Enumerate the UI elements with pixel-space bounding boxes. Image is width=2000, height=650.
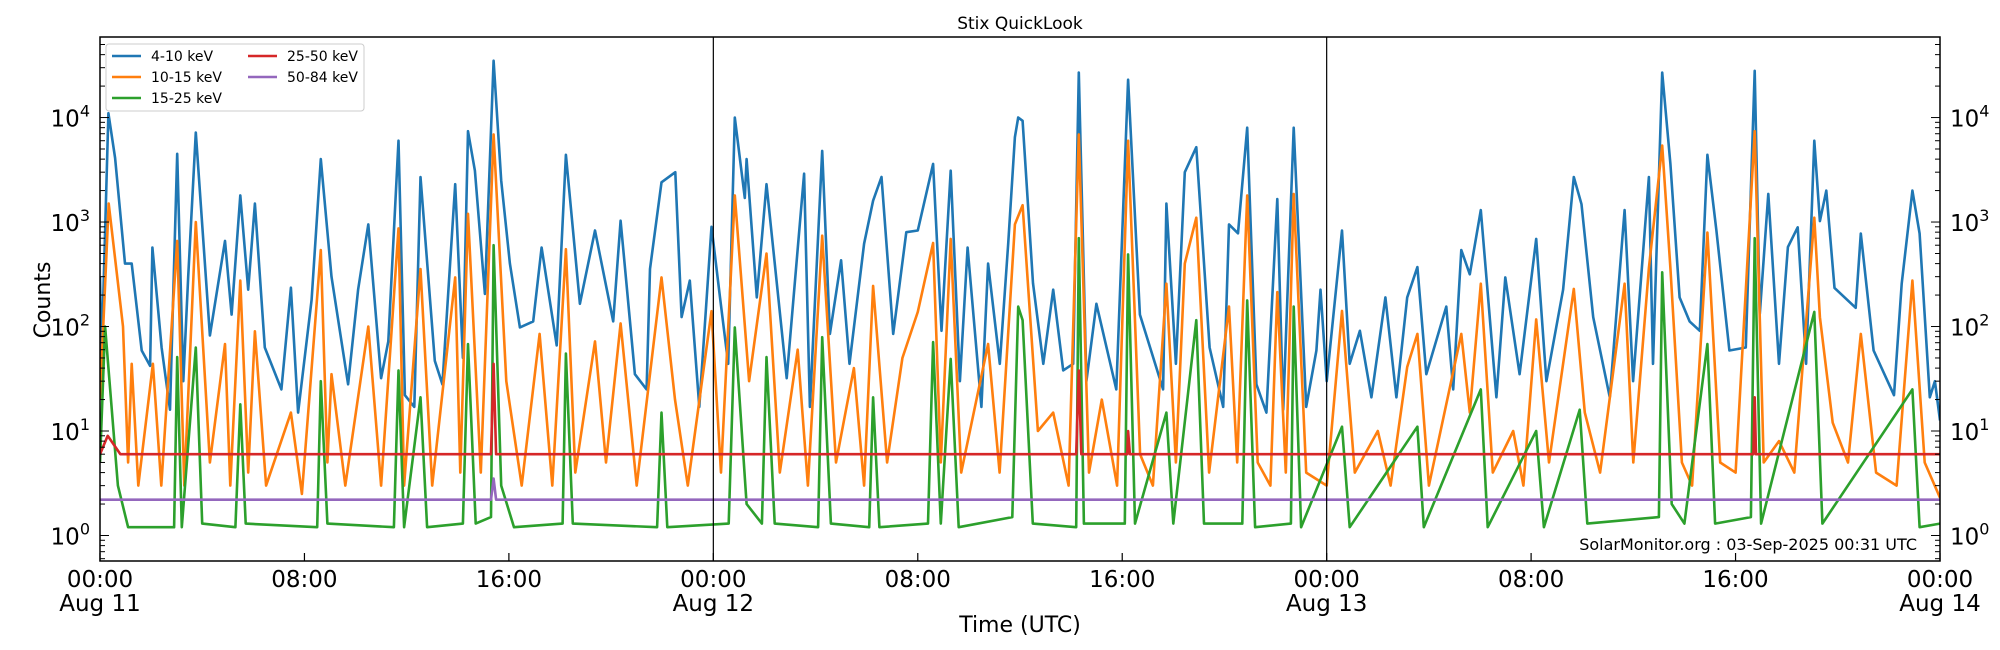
x-tick-label: 08:00 — [1498, 567, 1564, 593]
x-tick-label: 00:00 — [680, 567, 746, 593]
y-tick-base: 10 — [1950, 211, 1979, 237]
y-tick-exponent: 0 — [80, 519, 90, 538]
x-tick-date-label: Aug 12 — [673, 591, 755, 617]
x-tick-label: 00:00 — [1294, 567, 1360, 593]
legend-label: 25-50 keV — [287, 49, 358, 65]
y-tick-exponent: 3 — [80, 206, 90, 225]
legend-label: 10-15 keV — [151, 70, 222, 86]
series-line-15-25-keV — [100, 236, 1940, 529]
x-tick-date-label: Aug 14 — [1899, 591, 1981, 617]
y-tick-exponent: 0 — [1979, 519, 1989, 538]
y-tick-label-left: 100 — [51, 519, 90, 550]
y-tick-base: 10 — [51, 316, 80, 342]
x-tick-label: 08:00 — [271, 567, 337, 593]
y-tick-exponent: 1 — [1979, 415, 1989, 434]
y-tick-exponent: 4 — [1979, 102, 1989, 121]
plot-frame — [99, 36, 1941, 562]
y-tick-label-left: 102 — [51, 311, 90, 342]
x-tick-label: 16:00 — [1702, 567, 1768, 593]
y-tick-label-right: 104 — [1950, 102, 1989, 133]
y-tick-exponent: 1 — [80, 415, 90, 434]
y-tick-base: 10 — [1950, 524, 1979, 550]
y-tick-label-right: 101 — [1950, 415, 1989, 446]
y-tick-base: 10 — [51, 211, 80, 237]
series-line-25-50-keV — [100, 362, 1940, 456]
y-tick-base: 10 — [1950, 107, 1979, 133]
y-axis-label: Counts — [31, 262, 56, 339]
x-tick-date-label: Aug 13 — [1286, 591, 1368, 617]
y-tick-label-right: 103 — [1950, 206, 1989, 237]
legend-box — [105, 43, 365, 112]
series-line-50-84-keV — [100, 477, 1940, 502]
y-tick-exponent: 4 — [80, 102, 90, 121]
y-tick-label-right: 100 — [1950, 519, 1989, 550]
y-tick-exponent: 2 — [1979, 311, 1989, 330]
legend-label: 15-25 keV — [151, 91, 222, 107]
y-tick-label-left: 101 — [51, 415, 90, 446]
legend-label: 4-10 keV — [151, 49, 213, 65]
y-tick-base: 10 — [1950, 316, 1979, 342]
x-tick-label: 16:00 — [476, 567, 542, 593]
y-tick-label-left: 104 — [51, 102, 90, 133]
x-tick-label: 16:00 — [1089, 567, 1155, 593]
series-line-4-10-keV — [100, 59, 1940, 421]
x-tick-label: 00:00 — [67, 567, 133, 593]
y-tick-base: 10 — [51, 420, 80, 446]
y-tick-label-left: 103 — [51, 206, 90, 237]
x-tick-label: 08:00 — [885, 567, 951, 593]
timestamp-annotation: SolarMonitor.org : 03-Sep-2025 00:31 UTC — [1579, 535, 1917, 554]
y-tick-base: 10 — [51, 524, 80, 550]
y-tick-base: 10 — [51, 107, 80, 133]
y-tick-exponent: 3 — [1979, 206, 1989, 225]
x-tick-date-label: Aug 11 — [59, 591, 141, 617]
x-axis-label: Time (UTC) — [958, 613, 1081, 638]
series-line-10-15-keV — [100, 129, 1940, 499]
legend-label: 50-84 keV — [287, 70, 358, 86]
y-tick-label-right: 102 — [1950, 311, 1989, 342]
y-tick-exponent: 2 — [80, 311, 90, 330]
legend: 4-10 keV 10-15 keV 15-25 keV 25-50 keV 50-84… — [105, 43, 365, 112]
chart-title: Stix QuickLook — [957, 14, 1083, 34]
y-tick-base: 10 — [1950, 420, 1979, 446]
x-tick-label: 00:00 — [1907, 567, 1973, 593]
